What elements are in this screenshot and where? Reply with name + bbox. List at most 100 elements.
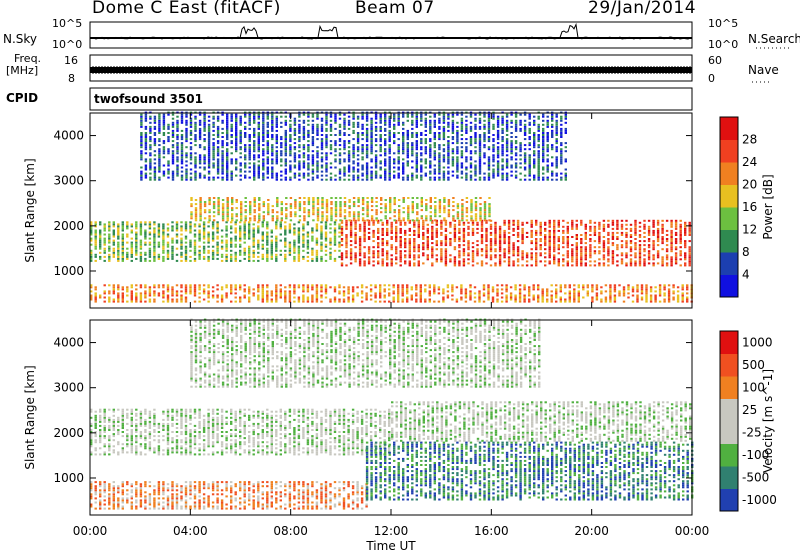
heatmap-cell [103, 259, 106, 262]
heatmap-cell [275, 156, 278, 159]
heatmap-cell [349, 219, 353, 222]
heatmap-cell [157, 231, 161, 234]
heatmap-cell [434, 201, 437, 203]
heatmap-cell [431, 256, 434, 259]
heatmap-cell [676, 290, 680, 293]
heatmap-cell [139, 294, 143, 297]
heatmap-cell [329, 227, 332, 230]
heatmap-cell [553, 250, 556, 253]
heatmap-cell [140, 121, 143, 124]
heatmap-cell [176, 138, 179, 141]
heatmap-cell [297, 255, 301, 258]
heatmap-cell [404, 250, 407, 253]
heatmap-cell [374, 284, 377, 287]
heatmap-cell [302, 237, 305, 240]
heatmap-cell [231, 207, 234, 210]
heatmap-cell [207, 129, 211, 132]
heatmap-cell [532, 286, 535, 289]
heatmap-cell [607, 238, 610, 240]
heatmap-cell [661, 242, 664, 245]
heatmap-cell [211, 239, 215, 242]
heatmap-cell [216, 127, 220, 130]
heatmap-cell [216, 294, 219, 297]
heatmap-cell [340, 229, 344, 232]
heatmap-cell [467, 225, 470, 228]
heatmap-cell [598, 240, 601, 243]
heatmap-cell [226, 150, 229, 153]
heatmap-cell [398, 219, 401, 222]
heatmap-cell [275, 284, 278, 287]
heatmap-cell [361, 219, 365, 222]
heatmap-cell [139, 300, 143, 303]
heatmap-cell [261, 237, 264, 240]
heatmap-cell [338, 117, 342, 120]
heatmap-cell [352, 176, 355, 179]
heatmap-cell [347, 292, 350, 295]
heatmap-cell [464, 288, 468, 291]
heatmap-cell [361, 217, 365, 220]
heatmap-cell [216, 251, 219, 254]
heatmap-cell [239, 138, 242, 141]
heatmap-cell [175, 225, 179, 228]
heatmap-cell [316, 156, 319, 159]
heatmap-cell [199, 199, 202, 201]
heatmap-cell [356, 123, 360, 126]
heatmap-cell [469, 292, 472, 295]
heatmap-cell [149, 168, 152, 171]
heatmap-cell [298, 215, 302, 218]
heatmap-cell [643, 248, 646, 251]
heatmap-cell [212, 166, 215, 169]
heatmap-cell [289, 160, 292, 163]
heatmap-cell [325, 123, 328, 126]
heatmap-cell [248, 245, 251, 248]
heatmap-cell [284, 229, 287, 232]
heatmap-cell [121, 253, 124, 256]
heatmap-cell [417, 221, 420, 224]
heatmap-cell [512, 250, 515, 253]
heatmap-cell [598, 246, 601, 249]
heatmap-cell [643, 258, 646, 261]
heatmap-cell [422, 221, 425, 224]
heatmap-cell [435, 260, 438, 263]
heatmap-cell [248, 121, 251, 124]
heatmap-cell [343, 146, 346, 149]
heatmap-cell [363, 262, 366, 265]
heatmap-cell [476, 262, 479, 265]
heatmap-cell [239, 140, 242, 143]
heatmap-cell [575, 227, 578, 230]
heatmap-cell [271, 115, 274, 118]
heatmap-cell [455, 300, 459, 303]
heatmap-cell [244, 211, 247, 214]
heatmap-cell [465, 197, 469, 199]
heatmap-cell [184, 296, 188, 299]
heatmap-band [140, 111, 567, 181]
heatmap-cell [388, 300, 391, 303]
heatmap-cell [280, 146, 283, 149]
heatmap-cell [609, 296, 612, 299]
heatmap-cell [485, 229, 488, 232]
heatmap-cell [284, 243, 287, 246]
heatmap-cell [135, 223, 138, 226]
heatmap-cell [471, 227, 475, 230]
heatmap-cell [401, 294, 404, 297]
heatmap-cell [584, 250, 587, 253]
heatmap-cell [216, 237, 219, 240]
heatmap-cell [198, 288, 201, 291]
heatmap-cell [243, 296, 246, 299]
heatmap-cell [338, 284, 341, 287]
heatmap-cell [404, 240, 407, 243]
heatmap-cell [275, 134, 278, 136]
heatmap-cell [377, 221, 380, 224]
heatmap-cell [157, 229, 161, 232]
heatmap-cell [275, 174, 278, 177]
heatmap-cell [90, 231, 93, 234]
heatmap-cell [221, 119, 224, 122]
heatmap-cell [381, 262, 384, 265]
heatmap-cell [377, 254, 380, 257]
heatmap-cell [488, 205, 491, 208]
heatmap-cell [311, 284, 314, 287]
heatmap-cell [289, 215, 293, 218]
heatmap-cell [275, 142, 278, 145]
heatmap-cell [248, 221, 251, 224]
heatmap-cell [225, 247, 228, 250]
